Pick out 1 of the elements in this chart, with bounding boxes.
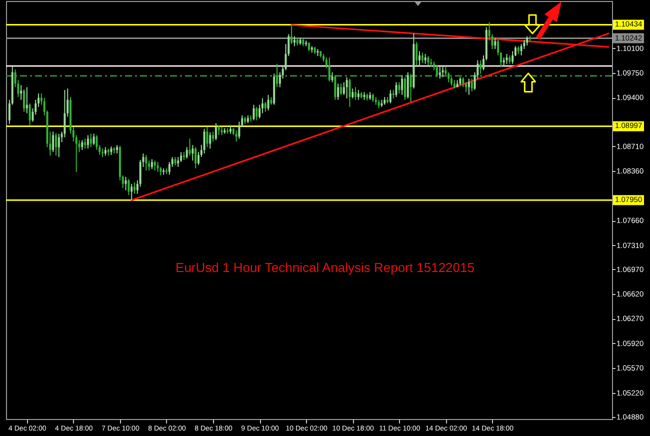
text: EurUsd 1 Hour Technical Analysis Report 15122015 [176, 260, 474, 275]
